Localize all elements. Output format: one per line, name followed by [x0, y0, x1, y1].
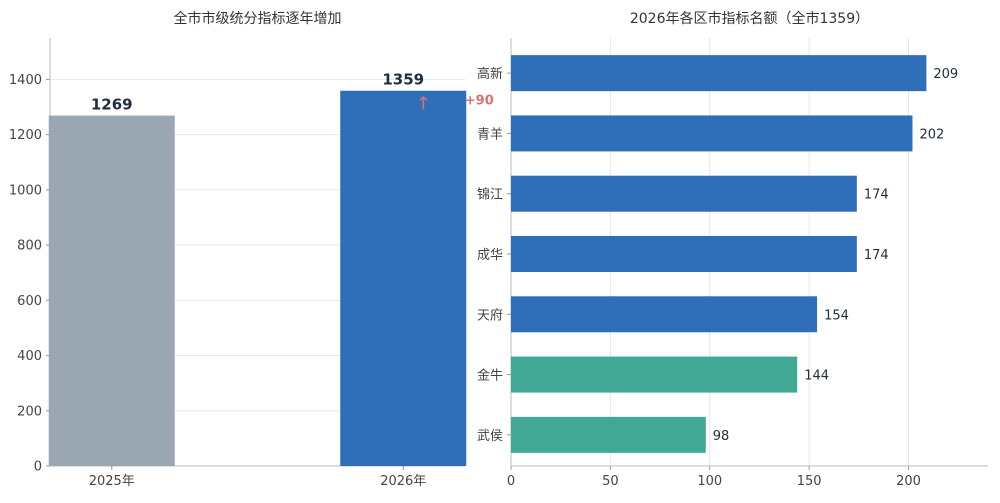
y-tick-label: 青羊 [477, 126, 503, 142]
y-tick-label: 0 [34, 460, 42, 475]
y-tick-label: 800 [17, 239, 42, 254]
x-tick-label: 100 [697, 474, 722, 489]
bar [48, 115, 175, 466]
x-tick-label: 50 [602, 474, 619, 489]
increase-arrow: ↑ [416, 94, 431, 115]
x-tick-label: 150 [797, 474, 822, 489]
data-label: 1359 [382, 71, 424, 89]
bar [511, 175, 857, 212]
bar [511, 296, 818, 333]
y-tick-label: 金牛 [477, 368, 503, 384]
x-tick-label: 2026年 [380, 474, 426, 489]
chart-right-title: 2026年各区市指标名额（全市1359） [630, 10, 869, 27]
data-label: 209 [933, 67, 958, 82]
y-tick-label: 1400 [9, 73, 42, 88]
bar [511, 356, 798, 393]
x-tick-label: 0 [507, 474, 515, 489]
y-tick-label: 200 [17, 404, 42, 419]
bar [511, 115, 913, 152]
bar [511, 55, 927, 92]
increase-annotation: +90 [465, 94, 494, 109]
y-tick-label: 1000 [9, 183, 42, 198]
data-label: 1269 [91, 96, 133, 114]
x-tick-label: 2025年 [89, 474, 135, 489]
y-tick-label: 1200 [9, 128, 42, 143]
y-tick-label: 天府 [477, 308, 503, 323]
y-tick-label: 成华 [477, 248, 503, 263]
data-label: 98 [713, 429, 730, 444]
y-tick-label: 锦江 [477, 188, 503, 203]
chart-right: 2026年各区市指标名额（全市1359） 0 50 100 150 200 209 高新 202… [477, 10, 988, 489]
bar [511, 236, 857, 272]
bar [511, 416, 706, 453]
data-label: 154 [824, 308, 849, 323]
y-tick-label: 武侯 [477, 429, 503, 444]
chart-left: 全市市级统分指标逐年增加 0 200 400 600 800 1000 1200 1400 126… [9, 10, 494, 489]
data-label: 144 [804, 369, 829, 384]
y-tick-label: 高新 [477, 66, 503, 82]
y-tick-label: 600 [17, 294, 42, 309]
x-tick-label: 200 [896, 474, 921, 489]
data-label: 202 [919, 127, 944, 142]
y-tick-label: 400 [17, 349, 42, 364]
bar [340, 90, 467, 466]
data-label: 174 [864, 248, 889, 263]
chart-left-title: 全市市级统分指标逐年增加 [174, 10, 342, 27]
data-label: 174 [864, 188, 889, 203]
